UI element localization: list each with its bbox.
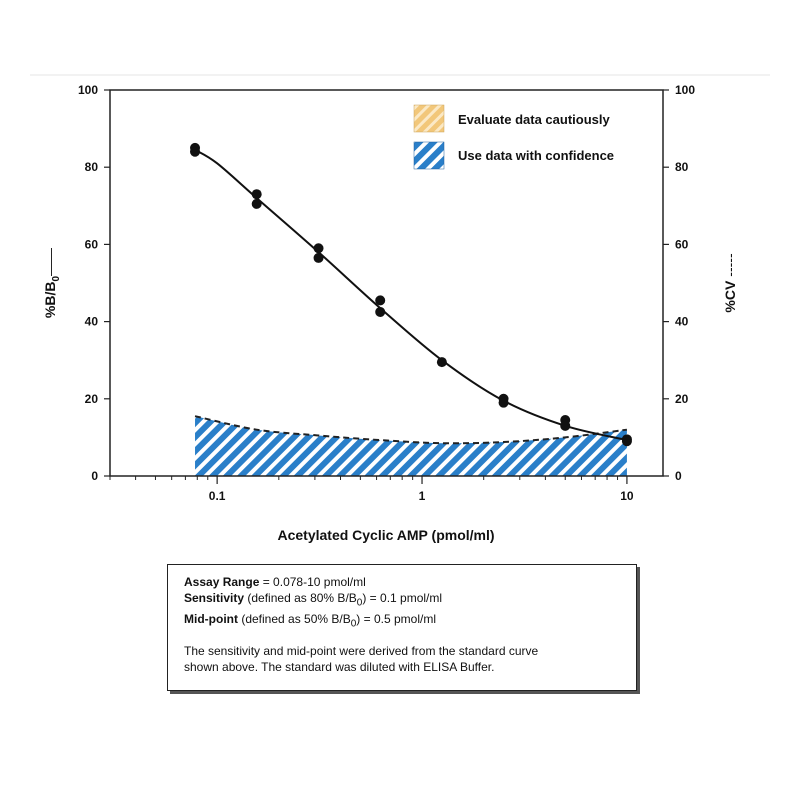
assay-range-line: Assay Range = 0.078-10 pmol/ml [184,574,620,590]
x-tick-label: 10 [620,489,634,503]
assay-note-line-1: The sensitivity and mid-point were deriv… [184,643,539,658]
x-axis-title: Acetylated Cyclic AMP (pmol/ml) [277,527,494,543]
assay-range-value: = 0.078-10 pmol/ml [262,575,366,589]
y-right-tick-label: 0 [675,469,682,483]
legend-swatch-confidence [413,141,445,170]
y-axis-left-title-main: %B/B [42,282,58,319]
bb0-data-point [375,295,386,306]
bb0-data-point [313,243,324,254]
assay-note-line-2: shown above. The standard was diluted wi… [184,659,495,674]
cv-area [195,416,627,476]
sensitivity-post: ) = 0.1 pmol/ml [362,591,443,605]
sensitivity-pre: (defined as 80% B/B [247,591,357,605]
x-tick-label: 0.1 [209,489,226,503]
y-right-tick-label: 100 [675,83,695,97]
legend-swatch-caution [413,104,445,133]
x-tick-label: 1 [419,489,426,503]
y-left-tick-label: 100 [78,83,98,97]
bb0-data-point [560,420,571,431]
legend: Evaluate data cautiously Use data with c… [413,104,614,170]
y-axis-right-title-main: %CV [722,280,738,313]
midpoint-line: Mid-point (defined as 50% B/B0) = 0.5 pm… [184,611,620,632]
bb0-data-point [436,357,447,368]
y-right-tick-label: 60 [675,237,689,251]
bb0-data-point [251,189,262,200]
bb0-data-point [498,397,509,408]
legend-label-caution: Evaluate data cautiously [458,112,610,127]
y-left-tick-label: 20 [85,392,99,406]
bb0-data-point [313,252,324,263]
sensitivity-label: Sensitivity [184,591,245,605]
bb0-data-point [251,198,262,209]
assay-note: The sensitivity and mid-point were deriv… [184,643,620,675]
bb0-data-point [375,306,386,317]
y-axis-right-title-marker: ----- [722,253,738,277]
midpoint-sub: 0 [350,618,357,630]
y-right-tick-label: 20 [675,392,689,406]
y-axis-left-title: %B/B0—— [42,248,62,318]
y-right-tick-label: 40 [675,315,689,329]
y-left-tick-label: 40 [85,315,99,329]
sensitivity-line: Sensitivity (defined as 80% B/B0) = 0.1 … [184,590,620,611]
y-axis-left-title-sub: 0 [51,276,62,282]
y-right-tick-label: 80 [675,160,689,174]
y-left-tick-label: 0 [91,469,98,483]
midpoint-label: Mid-point [184,612,238,627]
bb0-data-point [621,436,632,447]
legend-label-confidence: Use data with confidence [458,148,614,163]
standard-curve-chart: 0 0 20 20 40 40 60 60 80 80 100 100 0.1 1 10 Evaluate … [30,74,770,543]
assay-info-box: Assay Range = 0.078-10 pmol/ml Sensitivi… [167,564,637,691]
bb0-data-point [190,146,201,157]
y-axis-right-title: %CV ----- [722,253,738,313]
midpoint-pre: (defined as 50% B/B [241,612,351,627]
plot-frame [109,89,664,477]
y-axis-left-title-marker: —— [42,248,58,276]
assay-range-label: Assay Range [184,575,260,589]
y-left-tick-label: 80 [85,160,99,174]
midpoint-post: ) = 0.5 pmol/ml [356,612,436,627]
y-left-tick-label: 60 [85,237,99,251]
sensitivity-sub: 0 [356,597,363,609]
